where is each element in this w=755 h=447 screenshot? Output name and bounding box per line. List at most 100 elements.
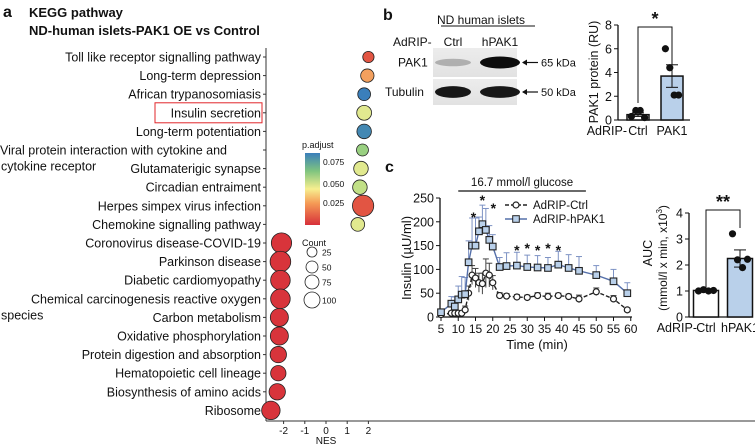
size-legend-label: 75 — [322, 278, 332, 288]
pathway-label: Toll like receptor signalling pathway — [65, 51, 262, 65]
kegg-dotplot: Toll like receptor signalling pathway Lon… — [0, 48, 755, 447]
legend-label-ctrl: AdRIP-Ctrl — [533, 200, 588, 212]
significance-stars: * — [651, 9, 658, 29]
hpak1-marker — [564, 264, 573, 272]
pathway-dot — [350, 217, 366, 232]
ctrl-marker — [478, 280, 486, 288]
pathway-dot — [270, 365, 287, 382]
pathway-label: Diabetic cardiomyopathy — [124, 274, 262, 288]
kegg-subtitle: ND-human islets-PAK1 OE vs Control — [29, 23, 260, 38]
pathway-label: Chemical carcinogenesis reactive oxygen — [31, 292, 261, 306]
hpak1-marker — [502, 262, 511, 270]
x-tick-label: 60 — [624, 322, 638, 336]
arrow-icon — [522, 59, 527, 66]
ctrl-marker — [523, 293, 531, 302]
legend-marker-ctrl — [512, 201, 520, 209]
ctrl-marker — [554, 291, 562, 300]
data-point — [627, 112, 636, 121]
pathway-label: Long-term depression — [139, 69, 261, 83]
y-axis-title: PAK1 protein (RU) — [587, 21, 601, 124]
size-legend-circle — [305, 260, 319, 274]
data-point — [709, 286, 718, 295]
hpak1-marker — [488, 242, 497, 251]
x-tick-label: 55 — [607, 322, 621, 336]
pathway-dot — [356, 104, 372, 121]
y-tick-label: 6 — [605, 42, 612, 56]
blot-band — [480, 86, 520, 98]
y-axis-subtitle-end: ) — [656, 205, 670, 209]
x-tick-label: 40 — [555, 322, 569, 336]
pathway-dot — [352, 179, 368, 195]
hpak1-marker — [485, 236, 494, 244]
x-category-label: hPAK1 — [721, 321, 755, 335]
y-tick-label: 250 — [413, 192, 434, 206]
hpak1-marker — [575, 266, 583, 275]
x-tick-label: 25 — [503, 322, 517, 336]
x-category-label: Ctrl — [628, 124, 647, 138]
blot-group-prefix: AdRIP- — [393, 35, 432, 49]
pathway-dot — [362, 50, 375, 64]
size-legend-label: 25 — [322, 248, 332, 258]
ctrl-marker — [609, 295, 618, 303]
pathway-label: Carbon metabolism — [153, 311, 261, 325]
size-legend-circle — [304, 274, 320, 290]
significance-star: * — [491, 200, 497, 216]
pathway-label: Long-term potentiation — [136, 125, 261, 139]
pathway-dot — [357, 87, 371, 102]
hpak1-marker — [554, 260, 563, 269]
hpak1-marker — [461, 290, 470, 299]
y-tick-label: 2 — [676, 259, 683, 273]
panel-label-b: b — [383, 7, 393, 24]
hpak1-marker — [464, 258, 473, 267]
blot-row-label: PAK1 — [398, 56, 428, 70]
y-tick-label: 0 — [605, 114, 612, 128]
hpak1-marker — [513, 261, 521, 270]
ctrl-marker — [496, 291, 504, 300]
size-marker: 65 kDa — [541, 58, 577, 70]
size-legend-label: 100 — [322, 296, 336, 306]
ctrl-marker — [533, 291, 542, 300]
y-axis-title: AUC — [641, 240, 655, 266]
panel-label-a: a — [3, 4, 12, 21]
x-tick-label: 45 — [572, 322, 586, 336]
pathway-label: Biosynthesis of amino acids — [107, 385, 261, 399]
hpak1-marker — [481, 226, 490, 234]
y-tick-label: 3 — [676, 233, 683, 247]
significance-star: * — [535, 242, 541, 258]
pathway-dot — [360, 68, 375, 83]
ctrl-marker — [592, 288, 600, 296]
kegg-title: KEGG pathway — [29, 5, 124, 20]
data-point — [728, 230, 737, 238]
y-tick-label: 50 — [420, 287, 434, 301]
legend-label-hpak1: AdRIP-hPAK1 — [533, 214, 605, 226]
pathway-label: Hematopoietic cell lineage — [115, 367, 261, 381]
significance-star: * — [471, 209, 477, 225]
y-tick-label: 8 — [605, 19, 612, 33]
pathway-label: Viral protein interaction with cytokine … — [0, 144, 227, 158]
blot-row-label: Tubulin — [385, 85, 424, 99]
x-tick-label: 35 — [538, 322, 552, 336]
hpak1-marker — [471, 241, 480, 250]
pathway-dot — [270, 288, 291, 310]
significance-bracket — [637, 26, 673, 103]
data-point — [636, 106, 644, 115]
color-legend-title: p.adjust — [302, 140, 334, 150]
x-category-label: PAK1 — [656, 124, 687, 138]
auc-bar-chart: 0 1 2 3 4 Ctrl hPAK1 AdRIP- ** AUC(mmol/l x min, … — [641, 192, 755, 335]
pathway-dot — [270, 232, 293, 254]
blot-band — [435, 58, 471, 67]
size-legend-circle — [306, 246, 318, 258]
y-tick-label: 2 — [605, 90, 612, 104]
x-prefix-label: AdRIP- — [587, 124, 627, 138]
pathway-label: Protein digestion and absorption — [82, 348, 261, 362]
pak1-bar-chart: 0 2 4 6 8 Ctrl PAK1 AdRIP- * PAK1 protein (RU) — [587, 9, 690, 138]
western-blot: ND human islets AdRIP- Ctrl hPAK1 PAK1 65 kDa… — [385, 13, 577, 105]
y-axis-subtitle-main: (mmol/l x min, x10 — [656, 213, 670, 311]
data-point — [675, 91, 683, 99]
x-prefix-label: AdRIP- — [657, 321, 697, 335]
x-tick-label: 2 — [366, 426, 372, 437]
x-tick-label: 50 — [590, 322, 604, 336]
x-tick-label: 5 — [438, 322, 445, 336]
significance-star: * — [514, 242, 520, 258]
hpak1-marker — [475, 227, 483, 236]
